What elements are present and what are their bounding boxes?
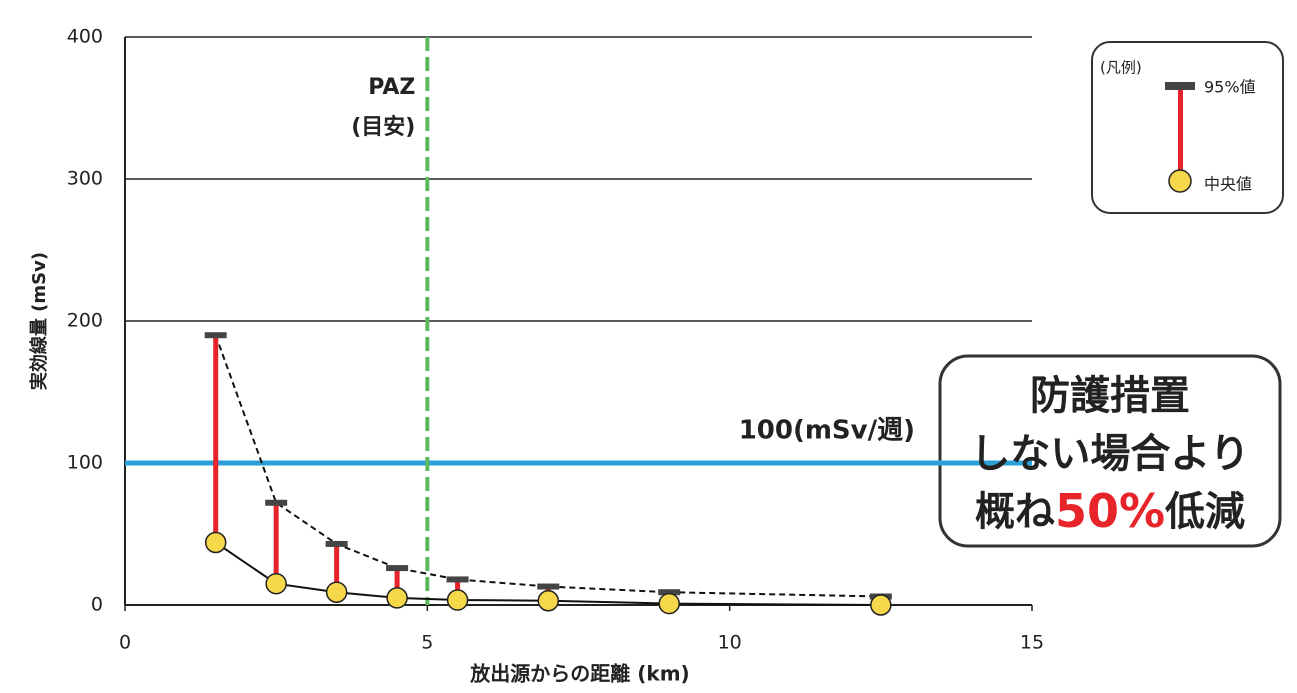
y-tick-label: 400 bbox=[67, 26, 103, 48]
median-marker bbox=[265, 572, 287, 595]
median-marker bbox=[386, 587, 408, 609]
legend-label: 95%値 bbox=[1204, 78, 1256, 97]
annotation-part: 50% bbox=[1055, 484, 1165, 538]
x-axis-label: 放出源からの距離 (km) bbox=[469, 662, 689, 686]
p95-cap bbox=[446, 576, 469, 583]
median-marker bbox=[204, 531, 227, 554]
x-tick-label: 5 bbox=[421, 632, 433, 654]
legend-bar bbox=[1178, 87, 1183, 177]
x-tick-label: 15 bbox=[1020, 632, 1044, 654]
annotation-text: 概ね50%低減 bbox=[975, 484, 1245, 538]
y-tick-label: 300 bbox=[67, 168, 103, 190]
reference-label: (目安) bbox=[351, 114, 415, 140]
error-bar bbox=[334, 543, 340, 593]
median-marker bbox=[325, 581, 348, 603]
legend-label: 中央値 bbox=[1204, 175, 1252, 194]
median-marker bbox=[446, 589, 469, 611]
legend-marker bbox=[1168, 169, 1192, 193]
error-bar bbox=[213, 335, 219, 543]
x-tick-label: 10 bbox=[718, 632, 742, 654]
y-tick-label: 100 bbox=[67, 452, 103, 474]
legend-box bbox=[1091, 41, 1284, 214]
legend-title: (凡例) bbox=[1100, 59, 1142, 77]
median-marker bbox=[658, 592, 680, 615]
annotation-part: 低減 bbox=[1165, 489, 1245, 535]
y-tick-label: 0 bbox=[91, 594, 103, 616]
median-marker bbox=[537, 589, 560, 612]
x-tick-label: 0 bbox=[119, 632, 131, 654]
median-marker bbox=[870, 594, 892, 616]
reference-label: PAZ bbox=[368, 75, 415, 100]
p95-cap bbox=[537, 583, 560, 590]
p95-cap bbox=[386, 565, 409, 572]
p95-cap bbox=[204, 332, 227, 339]
error-bar bbox=[394, 568, 400, 598]
y-tick-label: 200 bbox=[67, 310, 103, 332]
error-bar bbox=[273, 502, 279, 584]
legend-cap bbox=[1165, 82, 1195, 90]
p95-cap bbox=[265, 499, 288, 506]
y-axis-label: 実効線量 (mSv) bbox=[28, 252, 50, 390]
reference-label: 100(mSv/週) bbox=[739, 416, 915, 446]
annotation-text: しない場合より bbox=[970, 431, 1249, 477]
series-line bbox=[214, 334, 881, 598]
p95-cap bbox=[658, 589, 681, 596]
annotation-text: 防護措置 bbox=[1030, 373, 1190, 419]
annotation-box bbox=[938, 354, 1282, 548]
annotation-part: 概ね bbox=[975, 489, 1055, 535]
p95-cap bbox=[325, 540, 348, 547]
